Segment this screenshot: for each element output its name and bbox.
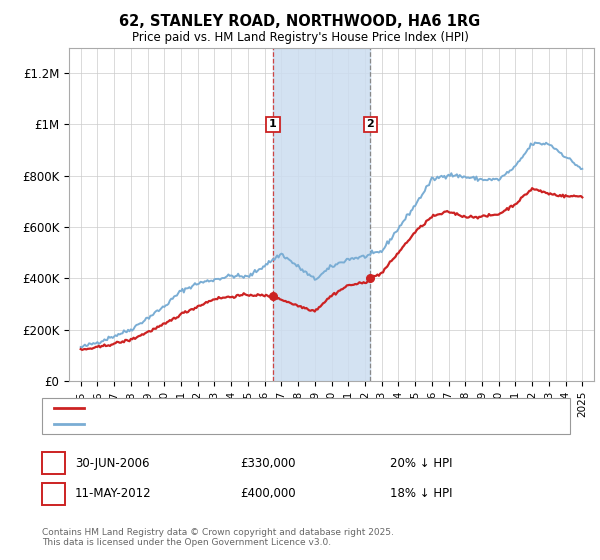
Text: 30-JUN-2006: 30-JUN-2006	[75, 456, 149, 470]
Text: 2: 2	[367, 119, 374, 129]
Text: 2: 2	[49, 487, 58, 501]
Text: 11-MAY-2012: 11-MAY-2012	[75, 487, 152, 501]
Bar	[273, 48, 370, 381]
Text: HPI: Average price, detached house, Hillingdon: HPI: Average price, detached house, Hill…	[90, 419, 335, 429]
Text: 1: 1	[49, 456, 58, 470]
Text: 62, STANLEY ROAD, NORTHWOOD, HA6 1RG (detached house): 62, STANLEY ROAD, NORTHWOOD, HA6 1RG (de…	[90, 403, 415, 413]
Text: 18% ↓ HPI: 18% ↓ HPI	[390, 487, 452, 501]
Text: Contains HM Land Registry data © Crown copyright and database right 2025.
This d: Contains HM Land Registry data © Crown c…	[42, 528, 394, 547]
Text: 20% ↓ HPI: 20% ↓ HPI	[390, 456, 452, 470]
Text: Price paid vs. HM Land Registry's House Price Index (HPI): Price paid vs. HM Land Registry's House …	[131, 31, 469, 44]
Text: £400,000: £400,000	[240, 487, 296, 501]
Text: 62, STANLEY ROAD, NORTHWOOD, HA6 1RG: 62, STANLEY ROAD, NORTHWOOD, HA6 1RG	[119, 14, 481, 29]
Text: £330,000: £330,000	[240, 456, 296, 470]
Text: 1: 1	[269, 119, 277, 129]
